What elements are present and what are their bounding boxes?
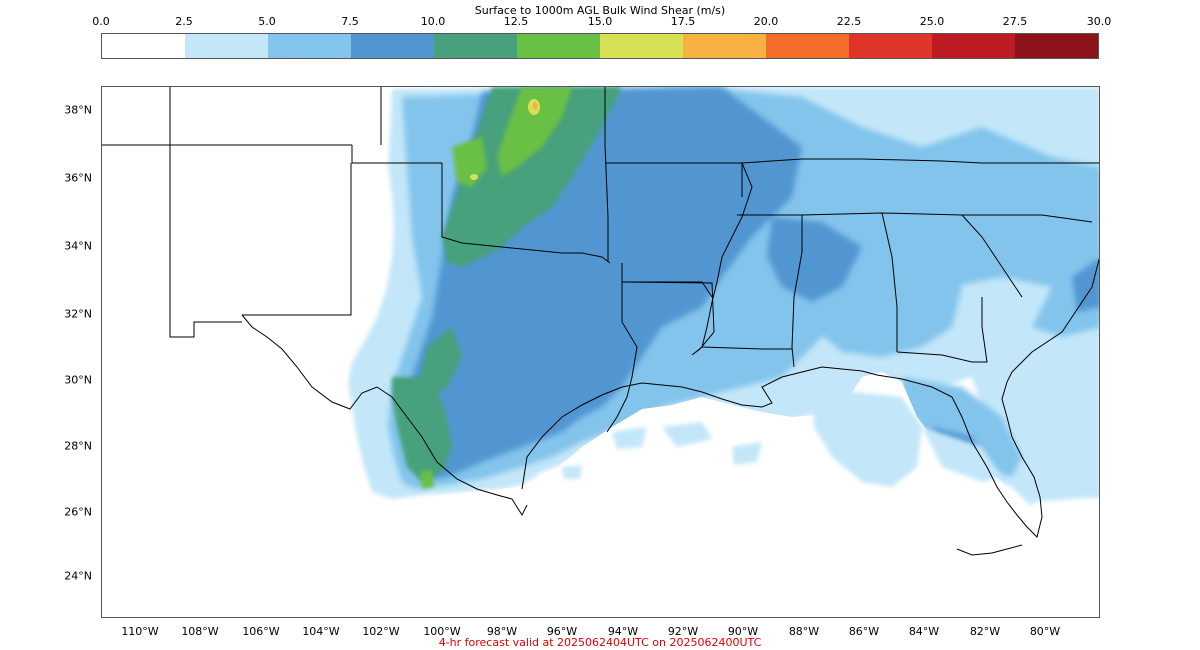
colorbar-tick: 0.0: [92, 15, 110, 28]
colorbar-segment: [600, 34, 683, 58]
colorbar-segment: [185, 34, 268, 58]
colorbar-tick: 7.5: [341, 15, 359, 28]
lat-label: 30°N: [64, 373, 92, 387]
lat-label: 32°N: [64, 307, 92, 321]
forecast-caption: 4-hr forecast valid at 2025062404UTC on …: [438, 636, 762, 649]
colorbar-tick: 2.5: [175, 15, 193, 28]
colorbar-tick: 15.0: [587, 15, 613, 28]
lon-label: 84°W: [908, 625, 940, 638]
colorbar-segment: [1015, 34, 1098, 58]
wind-shear-map: [102, 87, 1099, 617]
colorbar-tick: 10.0: [420, 15, 446, 28]
colorbar-tick: 17.5: [670, 15, 696, 28]
colorbar-segment: [932, 34, 1015, 58]
colorbar-tick: 30.0: [1086, 15, 1112, 28]
lon-label: 86°W: [848, 625, 880, 638]
lat-label: 36°N: [64, 171, 92, 185]
colorbar-tick: 27.5: [1002, 15, 1028, 28]
colorbar-tick: 25.0: [919, 15, 945, 28]
colorbar-tick: 12.5: [503, 15, 529, 28]
lon-label: 80°W: [1029, 625, 1061, 638]
colorbar-segment: [683, 34, 766, 58]
lon-label: 98°W: [486, 625, 518, 638]
colorbar-segment: [766, 34, 849, 58]
colorbar-title: Surface to 1000m AGL Bulk Wind Shear (m/…: [474, 4, 726, 17]
lon-label: 108°W: [181, 625, 219, 638]
colorbar-segment: [102, 34, 185, 58]
map-panel: [101, 86, 1100, 618]
lon-label: 82°W: [969, 625, 1001, 638]
lon-label: 100°W: [423, 625, 461, 638]
lon-label: 106°W: [242, 625, 280, 638]
lat-label: 24°N: [64, 569, 92, 583]
shear-fill-brightgreen: [420, 87, 572, 489]
lon-label: 90°W: [727, 625, 759, 638]
lat-label: 28°N: [64, 439, 92, 453]
colorbar-tick: 22.5: [836, 15, 862, 28]
lon-label: 92°W: [667, 625, 699, 638]
lon-label: 110°W: [121, 625, 159, 638]
shear-fill-green: [392, 87, 622, 482]
lon-label: 96°W: [546, 625, 578, 638]
colorbar-tick: 20.0: [753, 15, 779, 28]
lat-label: 38°N: [64, 103, 92, 117]
lon-label: 94°W: [607, 625, 639, 638]
colorbar-segment: [849, 34, 932, 58]
lon-label: 102°W: [362, 625, 400, 638]
lon-label: 88°W: [788, 625, 820, 638]
shear-fill-gulf: [562, 387, 1099, 495]
lat-label: 34°N: [64, 239, 92, 253]
colorbar-tick: 5.0: [258, 15, 276, 28]
colorbar: [101, 33, 1099, 59]
colorbar-segment: [268, 34, 351, 58]
shear-fill-yellow: [470, 99, 540, 180]
colorbar-segment: [434, 34, 517, 58]
state-boundaries: [102, 87, 1099, 556]
colorbar-segment: [351, 34, 434, 58]
colorbar-segment: [517, 34, 600, 58]
lon-label: 104°W: [302, 625, 340, 638]
lat-label: 26°N: [64, 505, 92, 519]
